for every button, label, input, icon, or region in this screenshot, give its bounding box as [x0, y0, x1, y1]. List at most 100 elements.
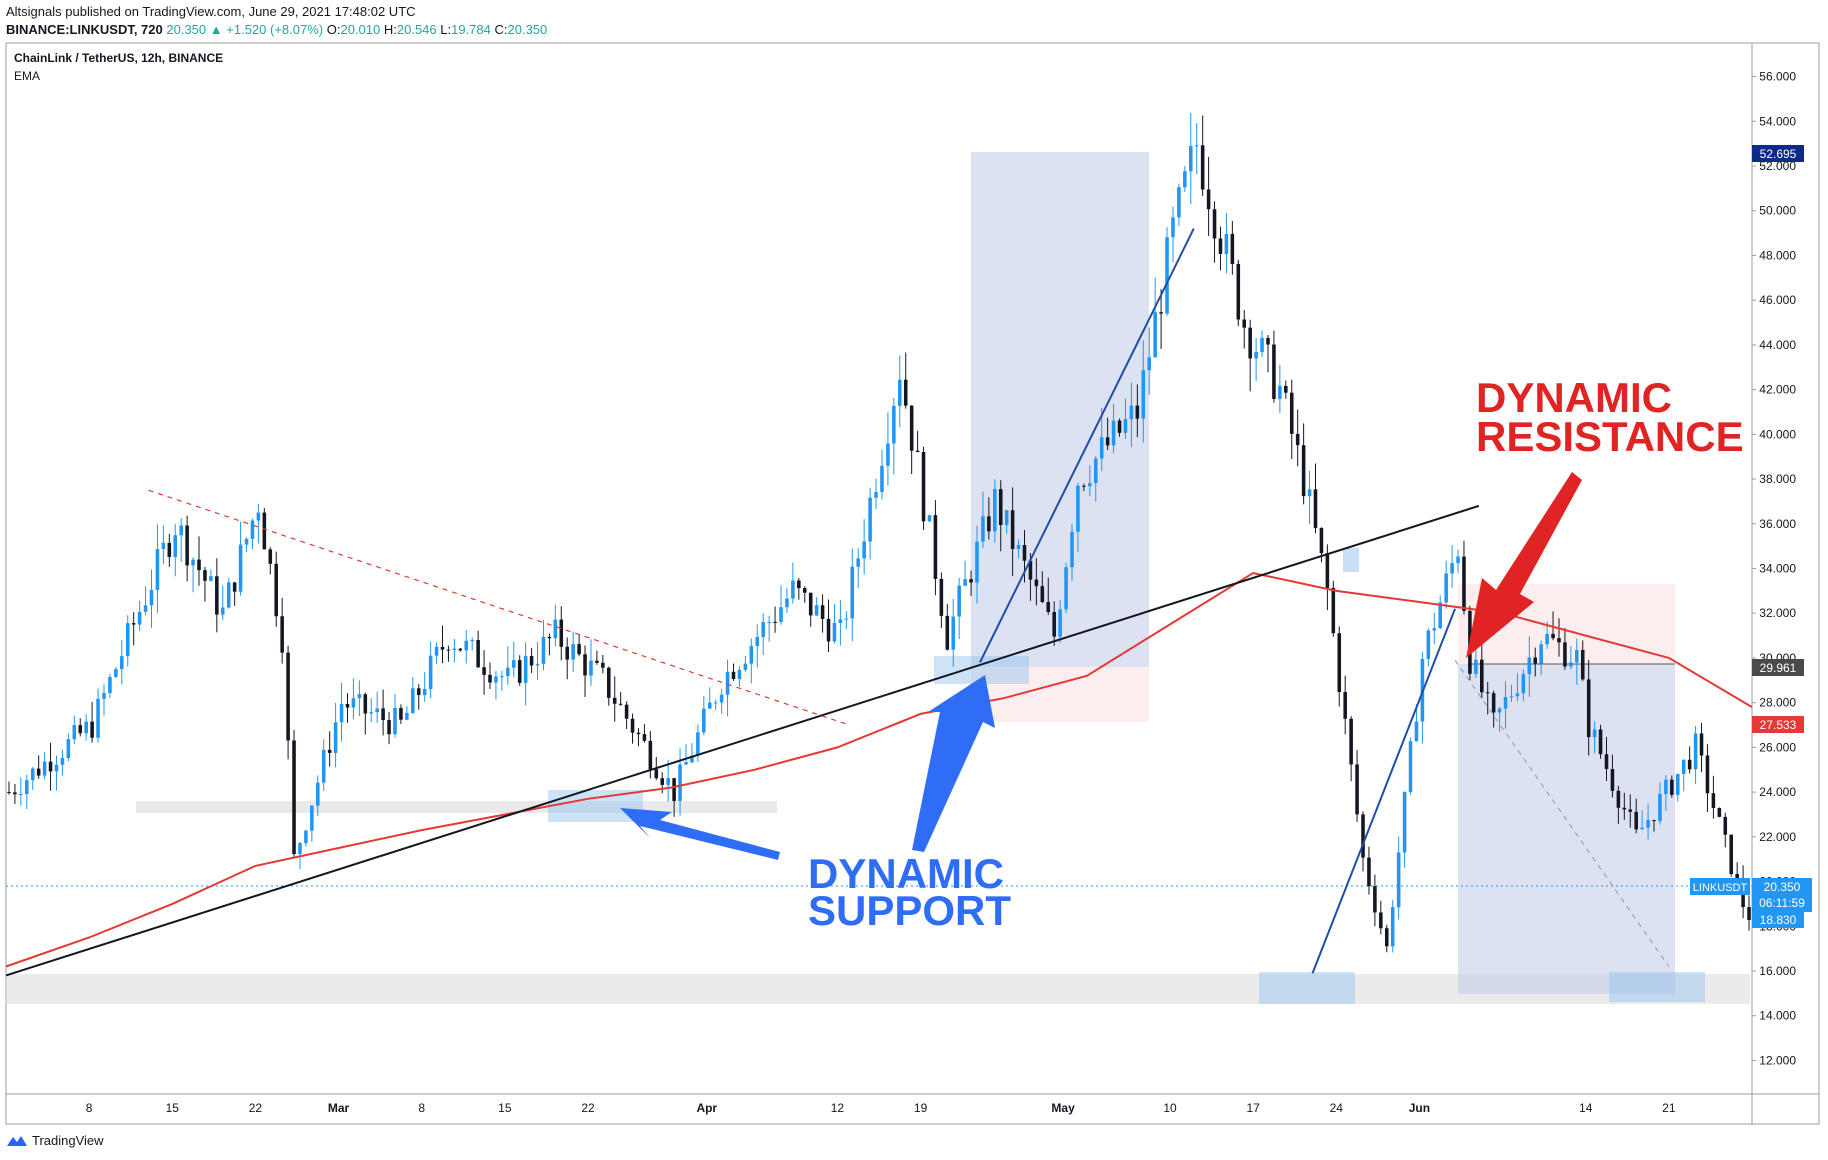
- candle-body: [197, 559, 201, 571]
- candle-body: [1610, 769, 1615, 791]
- candle-body: [1373, 886, 1377, 913]
- candle-body: [1088, 483, 1092, 487]
- candle-body: [1266, 337, 1270, 345]
- candle-body: [1604, 754, 1609, 770]
- candle-body: [470, 639, 474, 641]
- y-tick-label: 32.000: [1759, 606, 1796, 620]
- candle-body: [1527, 657, 1532, 675]
- x-tick-label: 17: [1246, 1101, 1260, 1115]
- candle-body: [1622, 807, 1627, 810]
- support-text-line2: SUPPORT: [808, 887, 1011, 934]
- candle-body: [1105, 437, 1110, 446]
- candle-body: [131, 623, 136, 625]
- candle-body: [773, 621, 777, 623]
- zone-highlight-5: [1343, 548, 1359, 572]
- candle-body: [393, 707, 397, 735]
- candle-body: [1384, 928, 1389, 947]
- candle-body: [1343, 691, 1347, 719]
- candle-body: [987, 516, 991, 532]
- candle-body: [1396, 852, 1401, 908]
- x-tick-label: 22: [249, 1101, 263, 1115]
- candle-body: [1189, 145, 1193, 172]
- candle-body: [1159, 312, 1163, 314]
- candle-body: [523, 656, 528, 683]
- candle-body: [933, 515, 938, 579]
- candle-body: [1640, 827, 1644, 830]
- zone-horizontal-mid: [136, 801, 777, 813]
- candle-body: [660, 778, 665, 785]
- candle-body: [814, 605, 819, 616]
- candle-body: [1521, 674, 1526, 694]
- candle-body: [642, 734, 647, 741]
- candle-body: [1515, 693, 1520, 697]
- candle-body: [1735, 873, 1739, 879]
- candle-body: [226, 582, 231, 608]
- candle-body: [13, 792, 17, 795]
- candle-body: [1117, 420, 1122, 433]
- candle-body: [327, 749, 332, 753]
- candle-body: [298, 843, 302, 855]
- change-arrow-icon: ▲: [209, 22, 223, 37]
- candle-body: [874, 492, 878, 498]
- candle-body: [1438, 602, 1442, 629]
- candle-body: [232, 582, 237, 592]
- candle-body: [1301, 445, 1306, 497]
- y-tick-label: 44.000: [1759, 338, 1796, 352]
- candle-body: [1034, 579, 1039, 587]
- candle-body: [511, 660, 516, 668]
- y-tick-label: 36.000: [1759, 517, 1796, 531]
- candle-body: [1307, 489, 1312, 497]
- candle-body: [993, 489, 997, 532]
- candle-body: [565, 646, 569, 660]
- x-tick-label: 12: [831, 1101, 845, 1115]
- candle-body: [684, 762, 688, 765]
- candle-body: [167, 542, 172, 557]
- candle-body: [286, 652, 290, 741]
- y-tick-label: 24.000: [1759, 785, 1796, 799]
- candle-body: [577, 644, 581, 655]
- candle-body: [179, 525, 183, 536]
- candle-body: [1592, 729, 1597, 738]
- candle-body: [1503, 697, 1508, 709]
- candle-body: [1337, 633, 1342, 692]
- candle-body: [137, 611, 142, 625]
- candle-body: [1194, 145, 1199, 147]
- open-label: O:: [326, 22, 341, 37]
- candle-body: [1586, 679, 1591, 738]
- x-tick-label: 14: [1579, 1101, 1593, 1115]
- candle-body: [1070, 531, 1074, 568]
- candle-body: [1076, 485, 1080, 532]
- candle-body: [1670, 779, 1674, 795]
- candle-body: [90, 721, 94, 738]
- candle-body: [280, 616, 284, 653]
- candle-body: [1414, 721, 1419, 742]
- candle-body: [547, 636, 552, 639]
- candle-body: [274, 563, 278, 617]
- candle-body: [1016, 545, 1021, 549]
- candle-body: [1450, 563, 1454, 574]
- candle-body: [1058, 609, 1062, 637]
- candle-body: [678, 764, 682, 802]
- candle-body: [648, 740, 653, 770]
- candle-body: [1099, 437, 1104, 459]
- candle-body: [690, 755, 694, 763]
- candle-body: [1010, 510, 1015, 549]
- candle-body: [969, 579, 973, 583]
- candle-body: [434, 646, 439, 656]
- zone-highlight-1: [548, 790, 643, 822]
- candle-body: [1200, 145, 1205, 190]
- candle-body: [185, 525, 189, 566]
- low-tag: 18.830: [1760, 913, 1797, 927]
- x-tick-label: Apr: [696, 1101, 717, 1115]
- ema-tag-bg: [1752, 716, 1804, 733]
- candle-body: [1367, 857, 1371, 887]
- y-tick-label: 14.000: [1759, 1009, 1796, 1023]
- candle-body: [1426, 630, 1431, 659]
- candle-body: [1664, 779, 1668, 794]
- candle-body: [292, 740, 296, 855]
- candle-body: [381, 708, 385, 721]
- candle-body: [998, 489, 1003, 526]
- candle-body: [1022, 545, 1027, 561]
- x-tick-label: 24: [1330, 1101, 1344, 1115]
